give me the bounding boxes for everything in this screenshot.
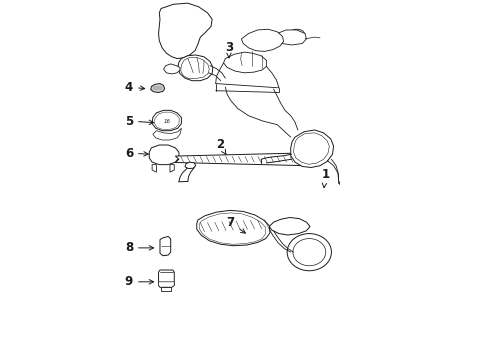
Polygon shape: [223, 52, 267, 73]
Ellipse shape: [237, 222, 245, 229]
Ellipse shape: [222, 220, 229, 227]
Ellipse shape: [287, 234, 331, 271]
Polygon shape: [152, 165, 156, 172]
Text: 9: 9: [125, 275, 153, 288]
Ellipse shape: [207, 224, 215, 231]
Polygon shape: [175, 153, 311, 166]
Ellipse shape: [289, 29, 305, 39]
Polygon shape: [149, 145, 179, 165]
Polygon shape: [242, 29, 284, 51]
Ellipse shape: [163, 274, 170, 280]
Polygon shape: [270, 217, 310, 235]
Ellipse shape: [251, 227, 259, 234]
Polygon shape: [197, 210, 270, 246]
Text: 2: 2: [216, 139, 226, 154]
Polygon shape: [170, 165, 174, 172]
Polygon shape: [153, 128, 181, 140]
Polygon shape: [185, 162, 196, 168]
Ellipse shape: [160, 151, 168, 158]
Ellipse shape: [292, 31, 302, 37]
Ellipse shape: [163, 238, 168, 242]
Polygon shape: [159, 282, 174, 287]
Text: 8: 8: [125, 241, 153, 255]
Polygon shape: [161, 287, 171, 292]
Text: 16: 16: [164, 118, 171, 123]
Polygon shape: [178, 55, 213, 81]
Ellipse shape: [163, 251, 168, 255]
Ellipse shape: [157, 148, 171, 161]
Polygon shape: [159, 270, 174, 287]
Polygon shape: [151, 84, 165, 93]
Polygon shape: [291, 130, 334, 167]
Text: 3: 3: [225, 41, 233, 58]
Polygon shape: [160, 237, 171, 256]
Polygon shape: [159, 3, 212, 59]
Ellipse shape: [259, 233, 266, 240]
Text: 6: 6: [125, 147, 148, 160]
Polygon shape: [276, 30, 306, 45]
Text: 4: 4: [125, 81, 145, 94]
Polygon shape: [152, 111, 181, 131]
Polygon shape: [164, 64, 180, 74]
Text: 1: 1: [321, 168, 329, 188]
Text: 7: 7: [227, 216, 245, 233]
Text: 5: 5: [125, 114, 154, 127]
